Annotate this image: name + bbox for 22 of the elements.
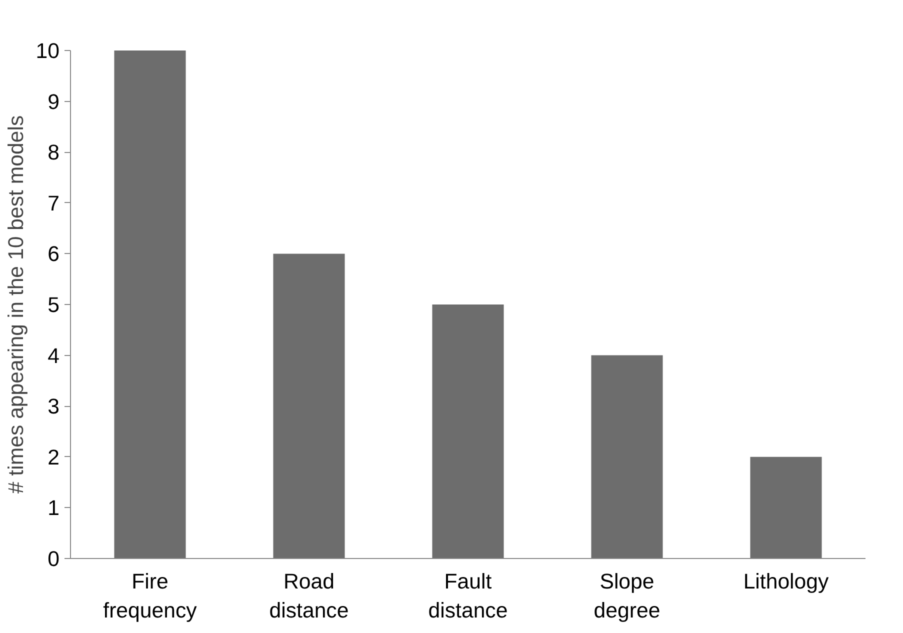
x-tick-label: Lithology (743, 570, 830, 594)
x-tick-label: Fire frequency (103, 570, 198, 622)
y-tick-label: 3 (48, 394, 60, 419)
bar (432, 304, 504, 558)
bar (114, 50, 186, 558)
y-tick-label: 2 (48, 445, 60, 470)
y-tick-label: 7 (48, 191, 60, 216)
bar (591, 355, 663, 558)
x-tick-label: Slope degree (594, 570, 660, 622)
y-tick-label: 6 (48, 242, 60, 266)
y-tick-label: 10 (36, 39, 60, 63)
bar (273, 254, 345, 558)
x-tick-label: Road distance (269, 570, 349, 622)
bar (750, 456, 822, 558)
y-axis-title: # times appearing in the 10 best models (4, 115, 28, 494)
y-tick-label: 4 (48, 344, 60, 368)
y-tick-label: 5 (48, 293, 60, 317)
y-tick-label: 1 (48, 496, 60, 520)
y-tick-label: 0 (48, 547, 60, 571)
y-tick-label: 8 (48, 140, 60, 165)
x-tick-label: Fault distance (428, 570, 508, 622)
y-tick-label: 9 (48, 90, 60, 114)
